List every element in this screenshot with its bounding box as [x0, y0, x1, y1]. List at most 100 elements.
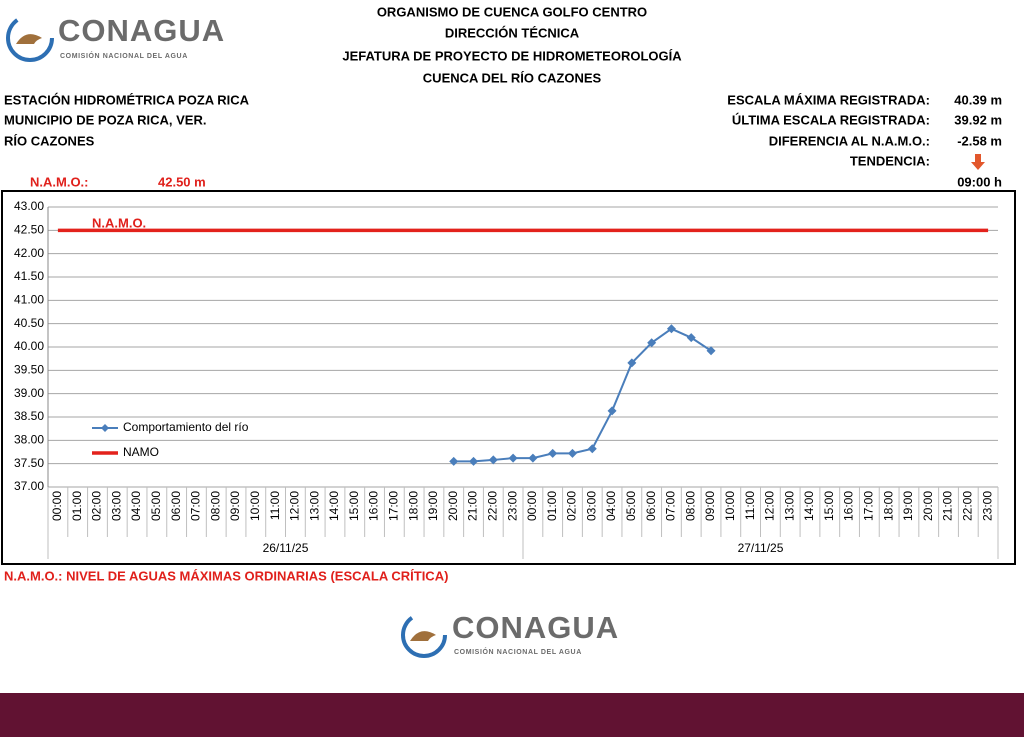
- data-point: [686, 333, 696, 343]
- data-point: [607, 406, 617, 416]
- x-tick-label: 06:00: [644, 491, 658, 521]
- y-tick-label: 41.00: [14, 293, 44, 307]
- x-tick-label: 19:00: [426, 491, 440, 521]
- x-tick-label: 13:00: [782, 491, 796, 521]
- data-point: [469, 456, 479, 466]
- data-point: [647, 338, 657, 348]
- y-tick-label: 38.50: [14, 409, 44, 423]
- y-tick-label: 42.00: [14, 246, 44, 260]
- footnote: N.A.M.O.: NIVEL DE AGUAS MÁXIMAS ORDINAR…: [4, 568, 448, 583]
- data-point: [706, 346, 716, 356]
- namo-value: 42.50 m: [158, 174, 206, 189]
- logo-icon: [401, 612, 447, 658]
- x-tick-label: 11:00: [743, 491, 757, 520]
- x-tick-label: 12:00: [288, 491, 302, 521]
- namo-label: N.A.M.O.:: [30, 174, 89, 189]
- x-tick-label: 05:00: [624, 491, 638, 521]
- x-tick-label: 03:00: [584, 491, 598, 521]
- y-tick-label: 37.50: [14, 456, 44, 470]
- logo-bottom: CONAGUA COMISIÓN NACIONAL DEL AGUA: [401, 610, 619, 658]
- hour: 09:00 h: [957, 174, 1002, 189]
- x-tick-label: 13:00: [307, 491, 321, 521]
- header-line: ORGANISMO DE CUENCA GOLFO CENTRO: [377, 4, 647, 19]
- data-point: [666, 324, 676, 334]
- x-tick-label: 22:00: [485, 491, 499, 521]
- x-tick-label: 17:00: [387, 491, 401, 521]
- data-point: [488, 455, 498, 465]
- x-tick-label: 08:00: [208, 491, 222, 521]
- x-tick-label: 22:00: [960, 491, 974, 521]
- x-tick-label: 02:00: [565, 491, 579, 521]
- x-tick-label: 12:00: [763, 491, 777, 521]
- x-group-label: 27/11/25: [738, 541, 784, 555]
- x-tick-label: 21:00: [466, 491, 480, 521]
- y-tick-label: 42.50: [14, 223, 44, 237]
- logo-icon-bird: [16, 34, 42, 44]
- x-tick-label: 17:00: [862, 491, 876, 521]
- data-point: [627, 358, 637, 368]
- station-line: ESTACIÓN HIDROMÉTRICA POZA RICA: [4, 92, 250, 107]
- y-tick-label: 39.00: [14, 386, 44, 400]
- x-tick-label: 07:00: [664, 491, 678, 521]
- x-tick-label: 05:00: [149, 491, 163, 521]
- x-tick-label: 00:00: [50, 491, 64, 521]
- x-tick-label: 20:00: [921, 491, 935, 521]
- station-line: RÍO CAZONES: [4, 133, 95, 148]
- data-point: [508, 453, 518, 463]
- x-tick-label: 08:00: [683, 491, 697, 521]
- stat-value: 40.39 m: [954, 92, 1002, 107]
- x-tick-label: 00:00: [525, 491, 539, 521]
- header-line: DIRECCIÓN TÉCNICA: [445, 25, 580, 40]
- series-line: [453, 327, 712, 463]
- logo-subtitle: COMISIÓN NACIONAL DEL AGUA: [60, 51, 188, 60]
- x-tick-label: 02:00: [90, 491, 104, 521]
- y-tick-label: 38.00: [14, 433, 44, 447]
- stat-label: DIFERENCIA AL N.A.M.O.:: [769, 133, 930, 148]
- data-point: [587, 444, 597, 454]
- x-tick-label: 01:00: [70, 491, 84, 521]
- logo-subtitle: COMISIÓN NACIONAL DEL AGUA: [454, 647, 582, 656]
- legend-label: Comportamiento del río: [123, 420, 249, 434]
- x-group-label: 26/11/25: [263, 541, 309, 555]
- x-tick-label: 14:00: [327, 491, 341, 521]
- data-point: [449, 456, 459, 466]
- x-tick-label: 20:00: [446, 491, 460, 521]
- y-tick-label: 40.00: [14, 339, 44, 353]
- data-point: [567, 448, 577, 458]
- x-tick-label: 18:00: [406, 491, 420, 521]
- trend-arrow: [971, 154, 985, 170]
- stat-label: ESCALA MÁXIMA REGISTRADA:: [727, 92, 930, 107]
- x-tick-label: 01:00: [545, 491, 559, 521]
- chart: 37.00 37.50 38.00 38.50 39.00 39.50 40.00 40.50…: [14, 199, 999, 559]
- stat-value: 39.92 m: [954, 112, 1002, 127]
- x-tick-label: 04:00: [604, 491, 618, 521]
- x-tick-label: 23:00: [980, 491, 994, 521]
- logo-icon: [6, 14, 54, 62]
- logo-top: CONAGUA COMISIÓN NACIONAL DEL AGUA: [6, 13, 225, 62]
- stat-value: -2.58 m: [957, 133, 1002, 148]
- x-tick-label: 19:00: [901, 491, 915, 521]
- x-tick-label: 10:00: [723, 491, 737, 521]
- y-tick-label: 40.50: [14, 316, 44, 330]
- x-tick-label: 16:00: [367, 491, 381, 521]
- legend-marker: [101, 424, 109, 432]
- x-tick-label: 10:00: [248, 491, 262, 521]
- x-tick-label: 15:00: [347, 491, 361, 521]
- logo-name: CONAGUA: [452, 610, 619, 645]
- legend-label: NAMO: [123, 445, 159, 459]
- x-tick-label: 07:00: [189, 491, 203, 521]
- x-tick-label: 04:00: [129, 491, 143, 521]
- y-tick-label: 37.00: [14, 479, 44, 493]
- header-line: JEFATURA DE PROYECTO DE HIDROMETEOROLOGÍ…: [342, 48, 682, 63]
- y-tick-label: 43.00: [14, 199, 44, 213]
- station-line: MUNICIPIO DE POZA RICA, VER.: [4, 112, 206, 127]
- trend-label: TENDENCIA:: [850, 153, 930, 168]
- x-tick-label: 06:00: [169, 491, 183, 521]
- stat-label: ÚLTIMA ESCALA REGISTRADA:: [732, 112, 930, 127]
- footer-band: [0, 693, 1024, 737]
- chart-frame: [1, 190, 1016, 565]
- x-tick-label: 09:00: [228, 491, 242, 521]
- x-tick-label: 21:00: [941, 491, 955, 521]
- logo-name: CONAGUA: [58, 13, 225, 48]
- x-tick-label: 14:00: [802, 491, 816, 521]
